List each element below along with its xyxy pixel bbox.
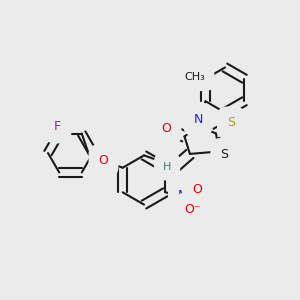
Text: O: O	[192, 183, 202, 196]
Text: S: S	[220, 148, 228, 161]
Text: N: N	[178, 189, 188, 202]
Text: H: H	[163, 161, 171, 172]
Text: N: N	[193, 113, 203, 126]
Text: O: O	[99, 154, 108, 167]
Text: O⁻: O⁻	[184, 203, 201, 216]
Text: F: F	[54, 120, 61, 134]
Text: S: S	[227, 116, 235, 130]
Text: O: O	[162, 122, 171, 135]
Text: CH₃: CH₃	[184, 72, 206, 82]
